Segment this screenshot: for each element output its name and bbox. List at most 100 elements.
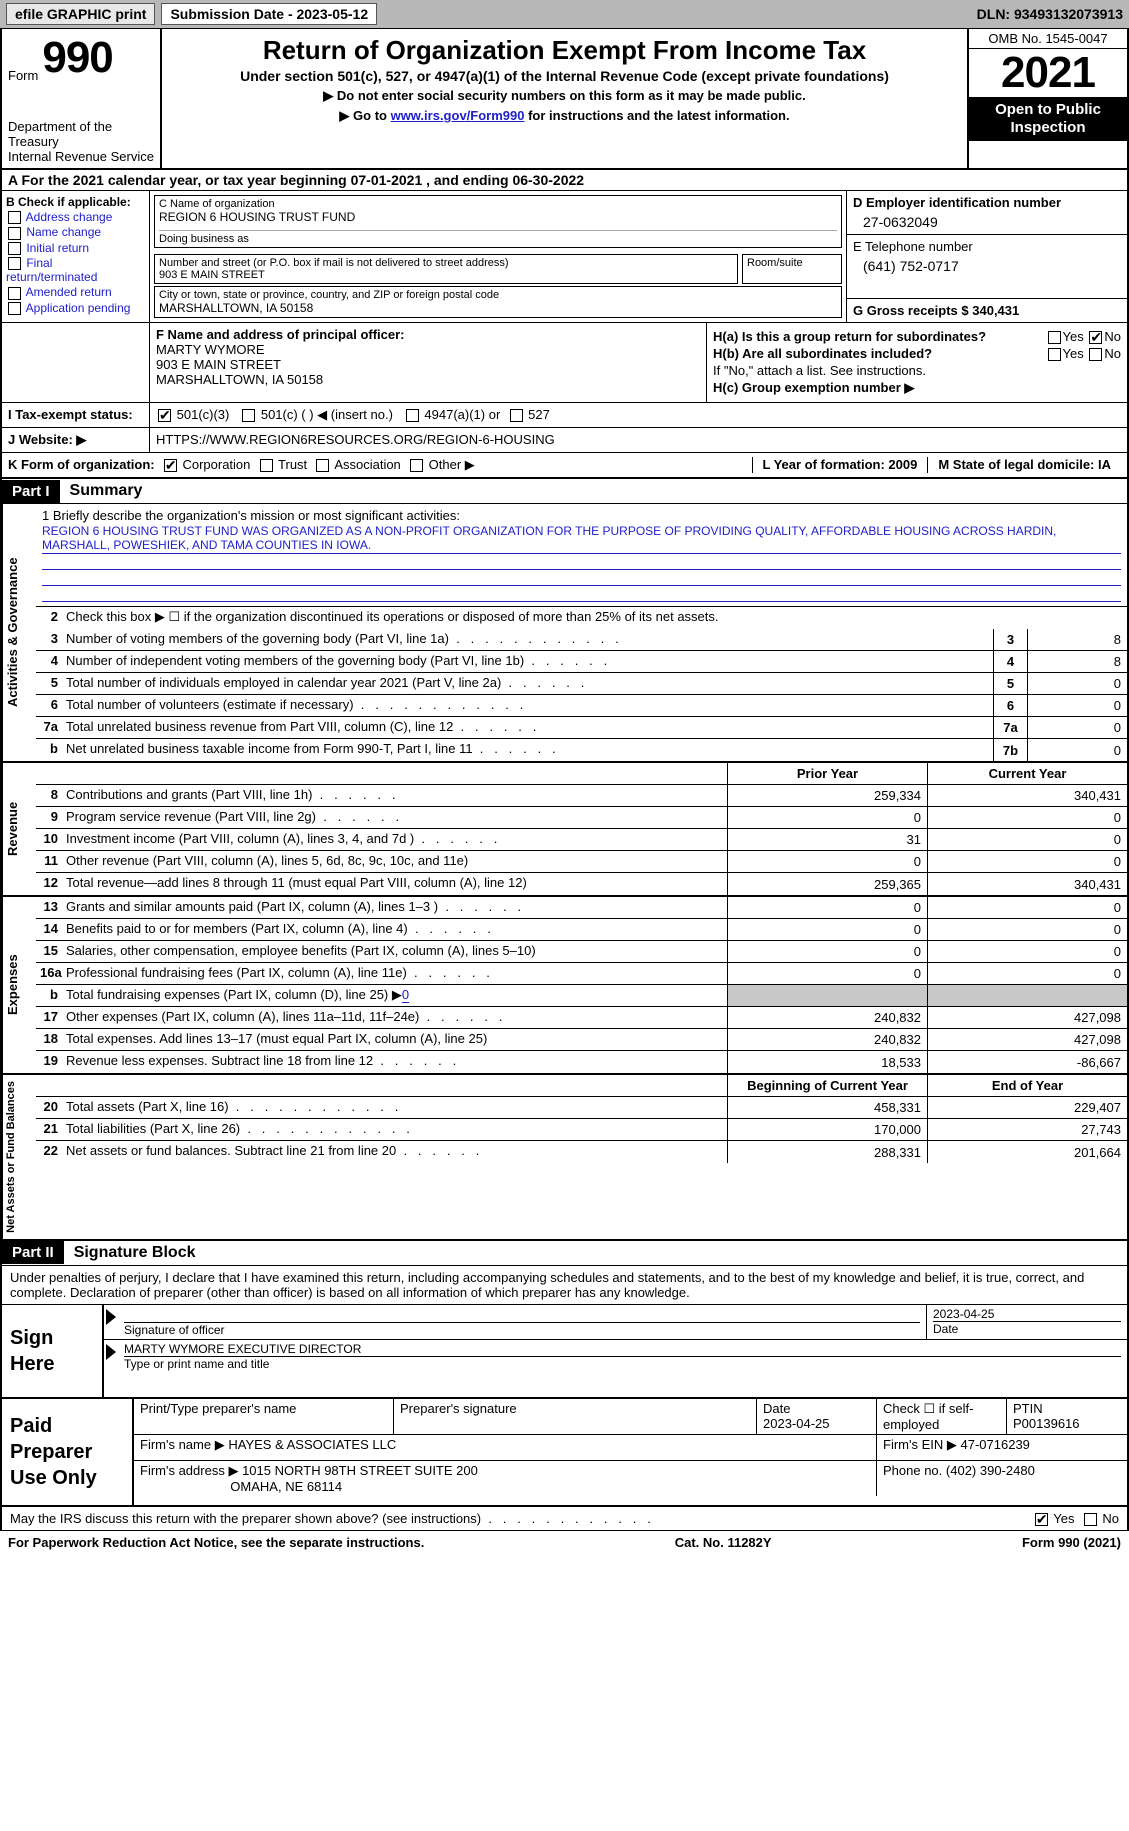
firm-ein-label: Firm's EIN ▶ bbox=[883, 1437, 957, 1452]
discuss-yes[interactable] bbox=[1035, 1513, 1048, 1526]
line9-desc: Program service revenue (Part VIII, line… bbox=[62, 807, 727, 828]
prep-date-label: Date bbox=[763, 1401, 790, 1416]
form-corp[interactable] bbox=[164, 459, 177, 472]
street-address: 903 E MAIN STREET bbox=[159, 269, 265, 281]
status-501c3[interactable] bbox=[158, 409, 171, 422]
line6-box: 6 bbox=[993, 695, 1027, 716]
check-amended[interactable]: Amended return bbox=[6, 285, 145, 299]
line15-prior: 0 bbox=[727, 941, 927, 962]
irs-link[interactable]: www.irs.gov/Form990 bbox=[391, 108, 525, 123]
top-bar: efile GRAPHIC print Submission Date - 20… bbox=[0, 0, 1129, 28]
summary-expenses: Expenses 13 Grants and similar amounts p… bbox=[0, 897, 1129, 1075]
firm-name: HAYES & ASSOCIATES LLC bbox=[228, 1437, 396, 1452]
check-pending[interactable]: Application pending bbox=[6, 301, 145, 315]
pra-notice: For Paperwork Reduction Act Notice, see … bbox=[8, 1535, 424, 1550]
check-name[interactable]: Name change bbox=[6, 225, 145, 239]
hb-yes[interactable] bbox=[1048, 348, 1061, 361]
row-j-website: J Website: ▶ HTTPS://WWW.REGION6RESOURCE… bbox=[0, 428, 1129, 453]
ha-yes[interactable] bbox=[1048, 331, 1061, 344]
line15-current: 0 bbox=[927, 941, 1127, 962]
ptin-label: PTIN bbox=[1013, 1401, 1043, 1416]
line18-current: 427,098 bbox=[927, 1029, 1127, 1050]
arrow-icon bbox=[106, 1309, 116, 1325]
line17-desc: Other expenses (Part IX, column (A), lin… bbox=[62, 1007, 727, 1028]
street-box: Number and street (or P.O. box if mail i… bbox=[154, 254, 738, 284]
line5-box: 5 bbox=[993, 673, 1027, 694]
vtab-governance: Activities & Governance bbox=[2, 504, 36, 761]
current-year-hdr: Current Year bbox=[927, 763, 1127, 784]
line16a-desc: Professional fundraising fees (Part IX, … bbox=[62, 963, 727, 984]
line2-desc: Check this box ▶ ☐ if the organization d… bbox=[62, 607, 1127, 629]
check-final[interactable]: Final return/terminated bbox=[6, 256, 145, 284]
line21-end: 27,743 bbox=[927, 1119, 1127, 1140]
ein-value: 27-0632049 bbox=[853, 210, 1121, 230]
paid-preparer-label: Paid Preparer Use Only bbox=[2, 1399, 132, 1505]
col-f-officer: F Name and address of principal officer:… bbox=[150, 323, 707, 402]
firm-phone: (402) 390-2480 bbox=[946, 1463, 1035, 1478]
line11-current: 0 bbox=[927, 851, 1127, 872]
hb-no[interactable] bbox=[1089, 348, 1102, 361]
line4-num: 4 bbox=[36, 651, 62, 672]
section-bcd: B Check if applicable: Address change Na… bbox=[0, 191, 1129, 323]
mission-label: 1 Briefly describe the organization's mi… bbox=[42, 508, 1121, 523]
line7b-desc: Net unrelated business taxable income fr… bbox=[62, 739, 993, 761]
line12-num: 12 bbox=[36, 873, 62, 895]
line22-desc: Net assets or fund balances. Subtract li… bbox=[62, 1141, 727, 1163]
gross-receipts: G Gross receipts $ 340,431 bbox=[847, 299, 1127, 322]
status-527[interactable] bbox=[510, 409, 523, 422]
line16b-current bbox=[927, 985, 1127, 1006]
line20-end: 229,407 bbox=[927, 1097, 1127, 1118]
part1-badge: Part I bbox=[2, 480, 60, 503]
firm-phone-label: Phone no. bbox=[883, 1463, 942, 1478]
line11-desc: Other revenue (Part VIII, column (A), li… bbox=[62, 851, 727, 872]
line21-begin: 170,000 bbox=[727, 1119, 927, 1140]
line10-prior: 31 bbox=[727, 829, 927, 850]
line7b-val: 0 bbox=[1027, 739, 1127, 761]
form-other[interactable] bbox=[410, 459, 423, 472]
line19-prior: 18,533 bbox=[727, 1051, 927, 1073]
org-name: REGION 6 HOUSING TRUST FUND bbox=[159, 210, 355, 224]
check-address[interactable]: Address change bbox=[6, 210, 145, 224]
status-4947[interactable] bbox=[406, 409, 419, 422]
row-i-status: I Tax-exempt status: 501(c)(3) 501(c) ( … bbox=[0, 403, 1129, 428]
form-assoc[interactable] bbox=[316, 459, 329, 472]
line17-num: 17 bbox=[36, 1007, 62, 1028]
efile-button[interactable]: efile GRAPHIC print bbox=[6, 3, 155, 25]
line21-desc: Total liabilities (Part X, line 26) bbox=[62, 1119, 727, 1140]
row-a-period: A For the 2021 calendar year, or tax yea… bbox=[0, 170, 1129, 191]
line12-prior: 259,365 bbox=[727, 873, 927, 895]
line19-num: 19 bbox=[36, 1051, 62, 1073]
line19-desc: Revenue less expenses. Subtract line 18 … bbox=[62, 1051, 727, 1073]
check-initial[interactable]: Initial return bbox=[6, 241, 145, 255]
line3-num: 3 bbox=[36, 629, 62, 650]
line16a-prior: 0 bbox=[727, 963, 927, 984]
vtab-expenses: Expenses bbox=[2, 897, 36, 1073]
col-b-checkboxes: B Check if applicable: Address change Na… bbox=[2, 191, 150, 322]
hb-note: If "No," attach a list. See instructions… bbox=[713, 363, 1121, 378]
line14-prior: 0 bbox=[727, 919, 927, 940]
form-subtitle: Under section 501(c), 527, or 4947(a)(1)… bbox=[170, 68, 959, 84]
line10-num: 10 bbox=[36, 829, 62, 850]
firm-ein: 47-0716239 bbox=[961, 1437, 1030, 1452]
open-inspection: Open to Public Inspection bbox=[969, 97, 1127, 141]
line4-val: 8 bbox=[1027, 651, 1127, 672]
form-trust[interactable] bbox=[260, 459, 273, 472]
goto-note: ▶ Go to www.irs.gov/Form990 for instruct… bbox=[170, 108, 959, 124]
status-501c[interactable] bbox=[242, 409, 255, 422]
line5-val: 0 bbox=[1027, 673, 1127, 694]
discuss-no[interactable] bbox=[1084, 1513, 1097, 1526]
summary-governance: Activities & Governance 1 Briefly descri… bbox=[0, 504, 1129, 763]
line9-current: 0 bbox=[927, 807, 1127, 828]
summary-netassets: Net Assets or Fund Balances Beginning of… bbox=[0, 1075, 1129, 1241]
dba-label: Doing business as bbox=[159, 233, 249, 245]
line18-num: 18 bbox=[36, 1029, 62, 1050]
part1-header: Part I Summary bbox=[0, 479, 1129, 504]
end-year-hdr: End of Year bbox=[927, 1075, 1127, 1096]
ssn-note: ▶ Do not enter social security numbers o… bbox=[170, 88, 959, 104]
col-d: D Employer identification number 27-0632… bbox=[847, 191, 1127, 322]
tel-value: (641) 752-0717 bbox=[853, 254, 1121, 274]
ha-no[interactable] bbox=[1089, 331, 1102, 344]
paid-preparer-block: Paid Preparer Use Only Print/Type prepar… bbox=[0, 1399, 1129, 1507]
prep-self-employed[interactable]: Check ☐ if self-employed bbox=[877, 1399, 1007, 1434]
part2-badge: Part II bbox=[2, 1241, 64, 1264]
